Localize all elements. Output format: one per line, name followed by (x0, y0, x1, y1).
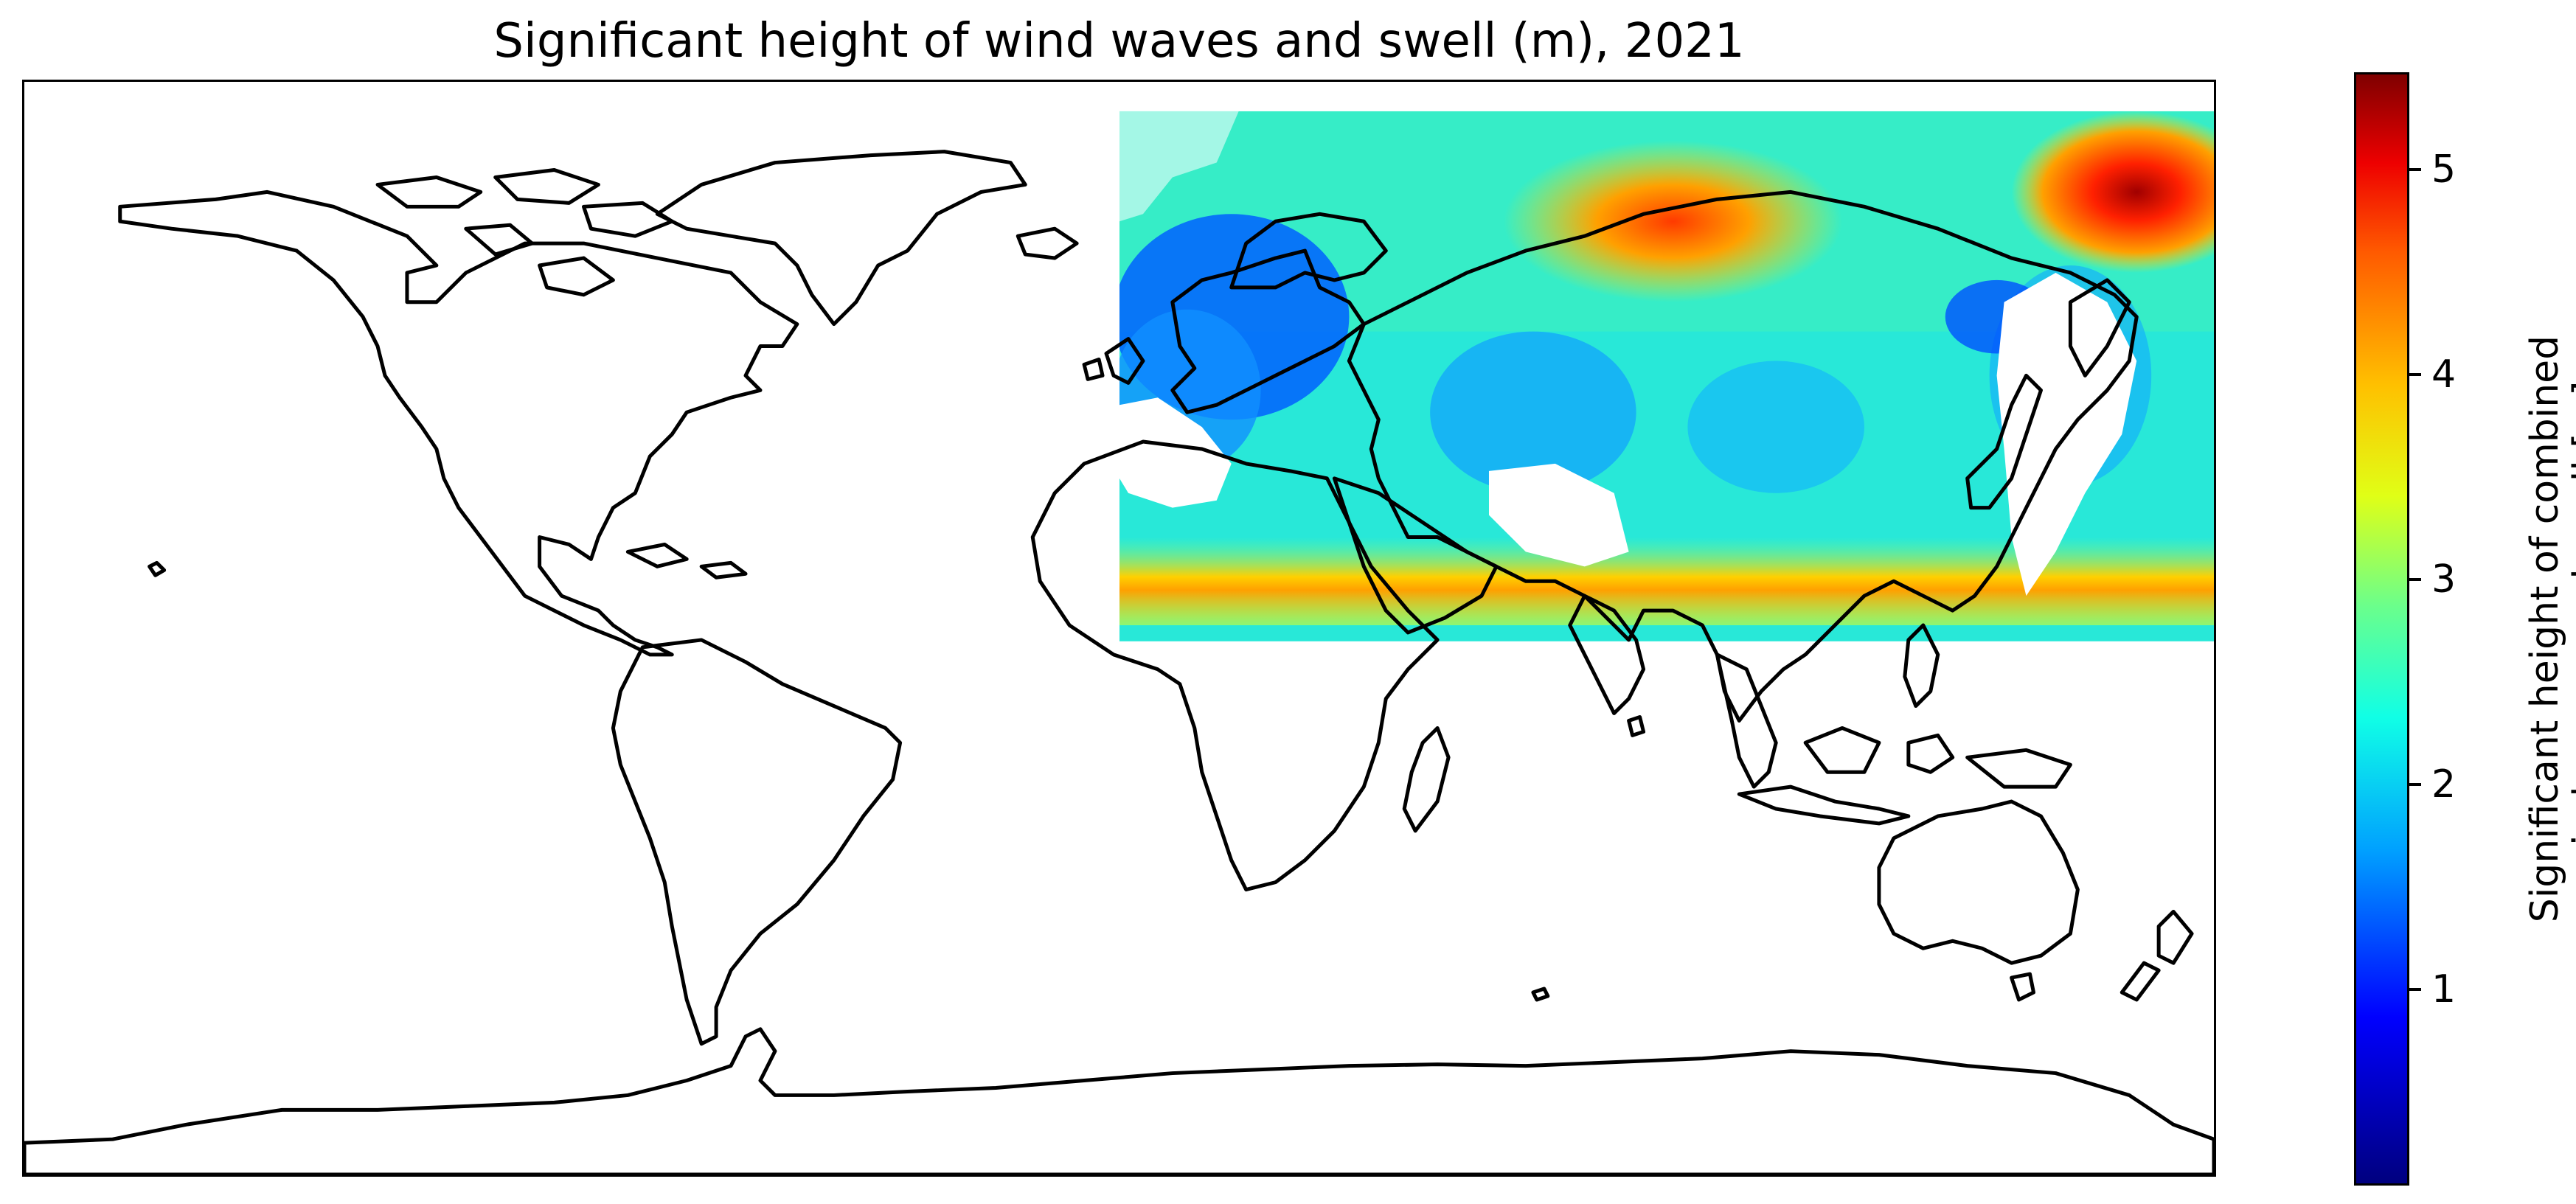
colorbar-tick-label: 4 (2431, 352, 2457, 397)
colorbar-tick-label: 3 (2431, 557, 2457, 602)
coastlines (24, 150, 2214, 1175)
map-frame (22, 80, 2216, 1177)
colorbar-label: Significant height of combined wind wave… (2522, 72, 2576, 1186)
colorbar-tick-mark (2409, 783, 2421, 786)
colorbar-tick-label: 2 (2431, 762, 2457, 807)
colorbar-label-line1: Significant height of combined (2523, 335, 2567, 923)
colorbar-label-text: Significant height of combined wind wave… (2523, 113, 2576, 1145)
wave-height-field (1119, 111, 2214, 641)
colorbar-tick-label: 5 (2431, 147, 2457, 192)
colorbar-ticks: 1 2 3 4 5 (2409, 72, 2498, 1186)
colorbar-tick-mark (2409, 168, 2421, 171)
colorbar-tick-mark (2409, 988, 2421, 991)
colorbar-tick-label: 1 (2431, 967, 2457, 1012)
colorbar-tick-mark (2409, 373, 2421, 376)
colorbar-label-line2: wind waves and swell [m] (2566, 380, 2576, 877)
colorbar-tick-mark (2409, 578, 2421, 581)
colorbar (2354, 72, 2409, 1186)
map-title: Significant height of wind waves and swe… (493, 14, 1745, 69)
world-map (24, 111, 2214, 1175)
